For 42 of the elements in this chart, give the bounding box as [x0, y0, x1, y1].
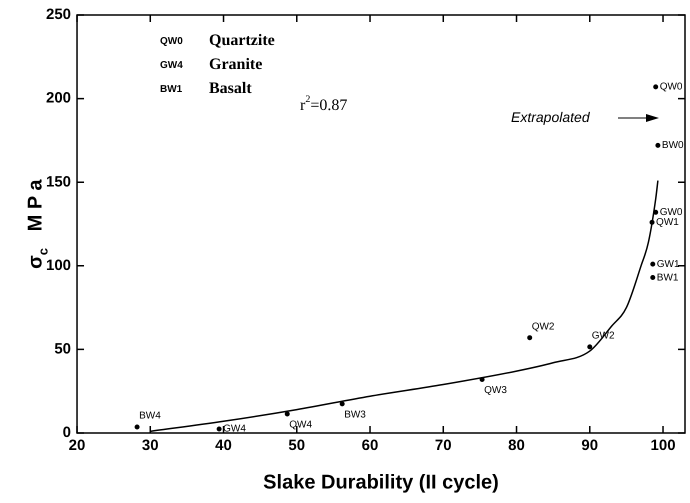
text: BW1 Basalt [160, 80, 252, 98]
data-label: BW3 [344, 410, 366, 421]
point [527, 335, 532, 340]
point [650, 220, 655, 225]
data-label: GW0 [660, 207, 683, 218]
point [650, 275, 656, 280]
point [480, 376, 485, 382]
x-tick-label: 50 [288, 437, 306, 454]
x-tick-label: 30 [142, 437, 159, 454]
x-tick-label: 90 [581, 437, 598, 454]
text: QW0 Quartzite [160, 32, 275, 50]
data-label: QW3 [484, 385, 508, 396]
x-axis-title: Slake Durability (II cycle) [263, 472, 499, 494]
data-label: BW0 [662, 140, 684, 152]
data-label: GW1 [656, 258, 680, 270]
point [284, 411, 290, 416]
annotation: Extrapolated [511, 108, 591, 125]
text: GW4 Granite [160, 56, 262, 74]
x-tick-label: 80 [508, 437, 525, 454]
point [650, 262, 656, 267]
data-label: QW1 [656, 217, 680, 228]
point [653, 210, 658, 215]
y-tick-label: 250 [46, 6, 72, 24]
point [653, 84, 658, 90]
data-label: QW4 [289, 420, 312, 431]
x-tick-label: 60 [362, 437, 378, 454]
point [587, 344, 592, 350]
point [655, 142, 660, 148]
y-tick-label: 200 [46, 90, 72, 107]
data-label: QW2 [532, 321, 555, 332]
x-tick-label: 100 [650, 437, 676, 454]
y-tick-label: 150 [46, 173, 72, 190]
x-tick-label: 20 [68, 437, 86, 454]
x-tick-label: 70 [434, 437, 452, 454]
data-label: QW0 [660, 82, 683, 93]
y-tick-label: 50 [54, 340, 72, 358]
point [134, 424, 140, 430]
data-label: BW1 [656, 272, 679, 284]
data-label: BW4 [139, 410, 162, 422]
x-tick-label: 40 [215, 437, 232, 454]
point [216, 426, 222, 432]
point [340, 401, 345, 406]
